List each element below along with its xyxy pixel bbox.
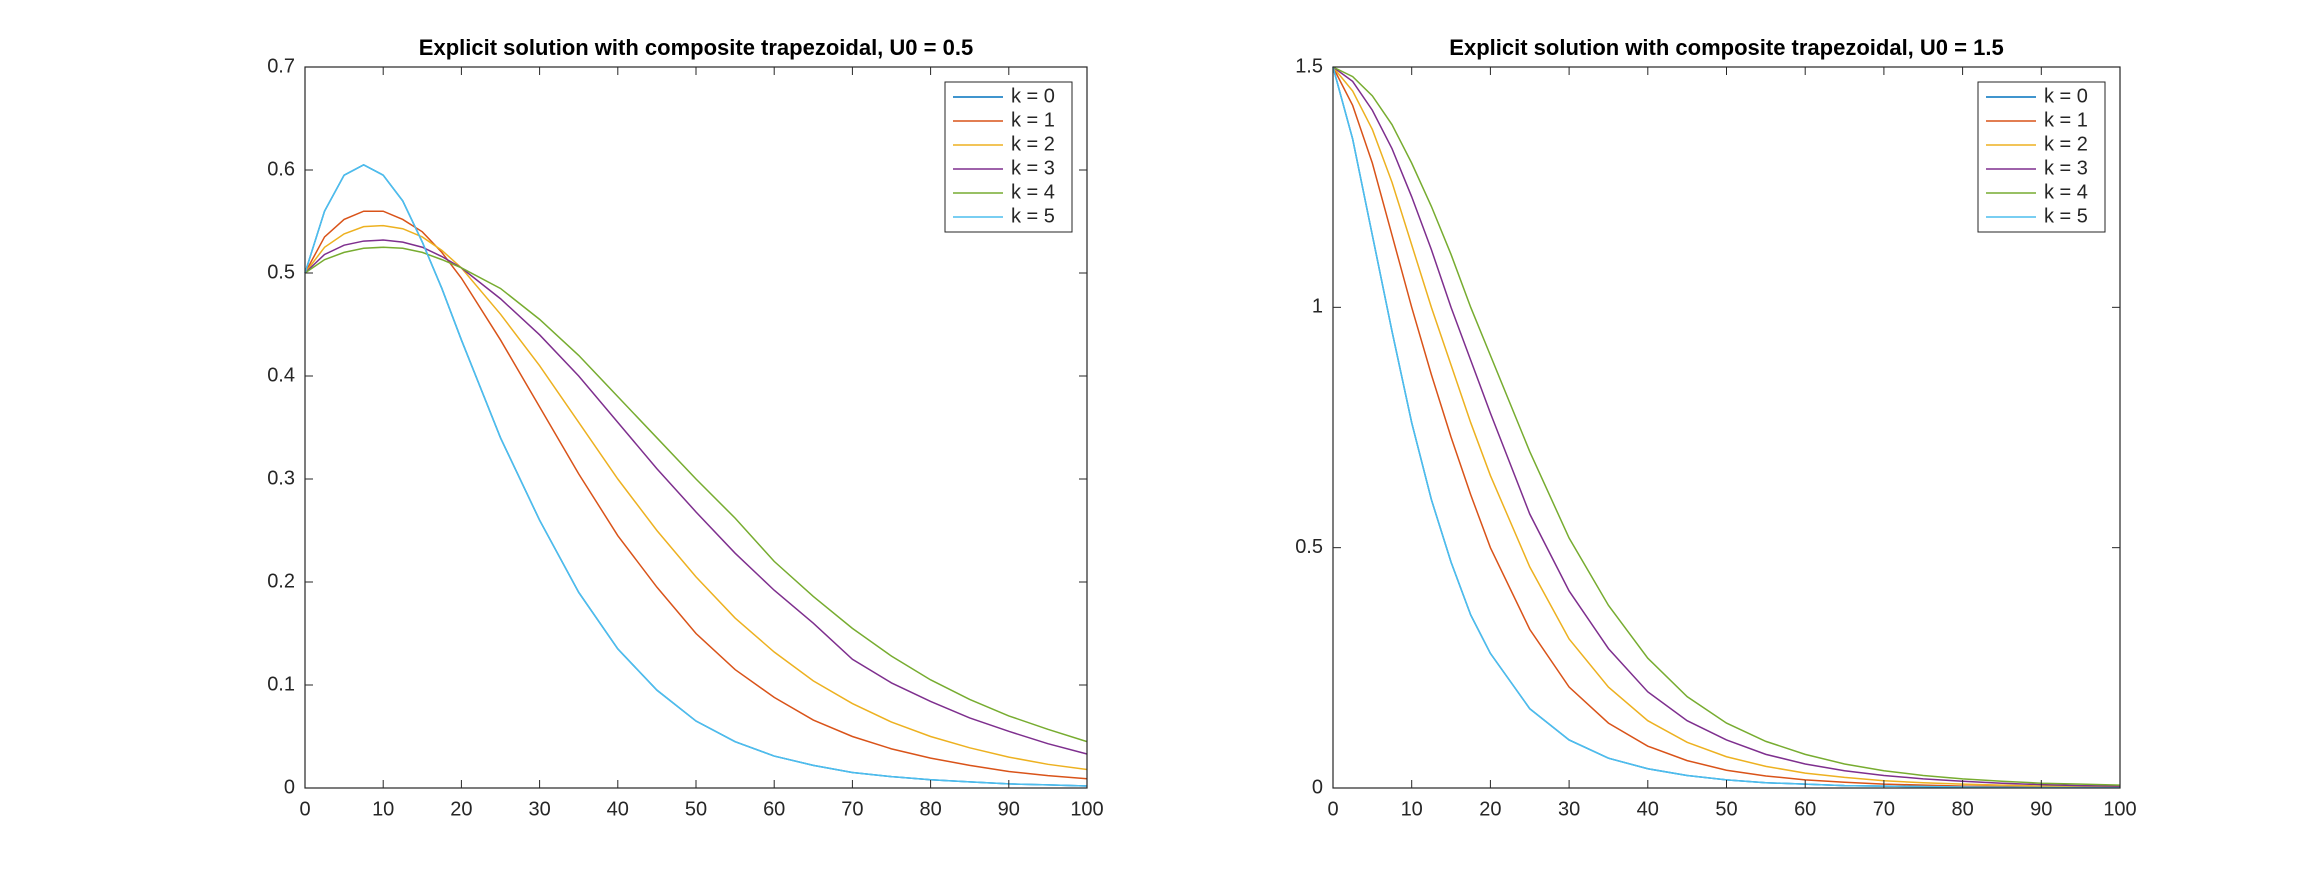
legend-label: k = 1 [2044, 109, 2088, 131]
x-tick-label: 40 [607, 798, 629, 820]
x-tick-label: 70 [841, 798, 863, 820]
y-tick-label: 1 [1312, 296, 1323, 318]
x-tick-label: 20 [1479, 798, 1501, 820]
legend-label: k = 0 [1011, 85, 1055, 107]
x-tick-label: 90 [998, 798, 1020, 820]
y-tick-label: 1.5 [1295, 55, 1323, 77]
y-tick-label: 0.5 [267, 261, 295, 283]
x-tick-label: 70 [1873, 798, 1895, 820]
y-tick-label: 0.3 [267, 467, 295, 489]
x-tick-label: 80 [1951, 798, 1973, 820]
line-series [1332, 66, 2121, 786]
x-tick-label: 40 [1637, 798, 1659, 820]
line-series [304, 239, 1088, 755]
y-tick-label: 0.7 [267, 55, 295, 77]
legend-label: k = 1 [1011, 109, 1055, 131]
legend-label: k = 3 [1011, 157, 1055, 179]
legend-label: k = 3 [2044, 157, 2088, 179]
x-tick-label: 30 [1558, 798, 1580, 820]
line-series [304, 224, 1088, 771]
x-tick-label: 0 [299, 798, 310, 820]
legend-label: k = 5 [1011, 205, 1055, 227]
x-tick-label: 80 [919, 798, 941, 820]
line-series [304, 210, 1088, 780]
x-tick-label: 50 [1715, 798, 1737, 820]
legend-label: k = 2 [1011, 133, 1055, 155]
x-tick-label: 50 [685, 798, 707, 820]
legend-label: k = 4 [1011, 181, 1055, 203]
y-tick-label: 0.6 [267, 158, 295, 180]
legend-box [944, 81, 1073, 233]
x-tick-label: 60 [763, 798, 785, 820]
legend-box [1977, 81, 2106, 233]
y-tick-label: 0.2 [267, 570, 295, 592]
y-tick-label: 0.1 [267, 673, 295, 695]
x-tick-label: 100 [1070, 798, 1103, 820]
x-tick-label: 10 [372, 798, 394, 820]
chart-title: Explicit solution with composite trapezo… [419, 35, 973, 60]
axes-box [1332, 66, 2121, 789]
x-tick-label: 10 [1401, 798, 1423, 820]
x-tick-label: 90 [2030, 798, 2052, 820]
x-tick-label: 100 [2103, 798, 2136, 820]
y-tick-label: 0.4 [267, 364, 295, 386]
x-tick-label: 0 [1327, 798, 1338, 820]
x-tick-label: 20 [450, 798, 472, 820]
y-tick-label: 0 [284, 776, 295, 798]
axes-box [304, 66, 1088, 789]
x-tick-label: 60 [1794, 798, 1816, 820]
line-series [304, 246, 1088, 743]
chart-title: Explicit solution with composite trapezo… [1449, 35, 2003, 60]
legend-label: k = 2 [2044, 133, 2088, 155]
legend-label: k = 0 [2044, 85, 2088, 107]
line-series [304, 164, 1088, 787]
y-tick-label: 0 [1312, 776, 1323, 798]
legend-label: k = 5 [2044, 205, 2088, 227]
x-tick-label: 30 [528, 798, 550, 820]
legend-label: k = 4 [2044, 181, 2088, 203]
y-tick-label: 0.5 [1295, 536, 1323, 558]
